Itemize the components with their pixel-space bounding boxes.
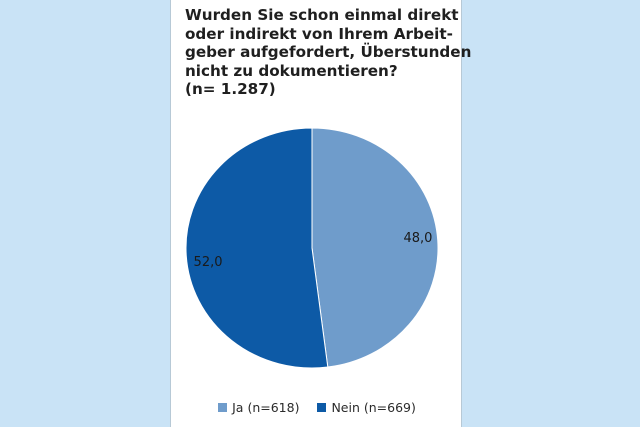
chart-title-line: oder indirekt von Ihrem Arbeit- — [185, 24, 453, 43]
legend-label-ja: Ja (n=618) — [232, 400, 300, 415]
pie-slice — [311, 127, 439, 368]
pie-chart: 48,0 52,0 — [185, 127, 439, 369]
chart-title-line: nicht zu dokumentieren? — [185, 61, 398, 80]
chart-sample-size: (n= 1.287) — [185, 80, 276, 98]
chart-title-line: geber aufgefordert, Überstunden — [185, 43, 472, 61]
chart-card: Wurden Sie schon einmal direkt oder indi… — [170, 0, 472, 427]
legend-label-nein: Nein (n=669) — [331, 400, 416, 415]
chart-title-line: Wurden Sie schon einmal direkt — [185, 6, 459, 24]
legend-swatch-ja — [218, 403, 228, 412]
legend-item-nein: Nein (n=669) — [317, 400, 416, 415]
chart-legend: Ja (n=618) Nein (n=669) — [171, 400, 463, 415]
pie-data-label: 48,0 — [403, 231, 432, 246]
legend-item-ja: Ja (n=618) — [218, 400, 299, 415]
pie-slice — [185, 127, 329, 369]
pie-data-label: 52,0 — [194, 255, 223, 270]
legend-swatch-nein — [317, 403, 327, 412]
chart-title: Wurden Sie schon einmal direkt oder indi… — [185, 6, 472, 99]
